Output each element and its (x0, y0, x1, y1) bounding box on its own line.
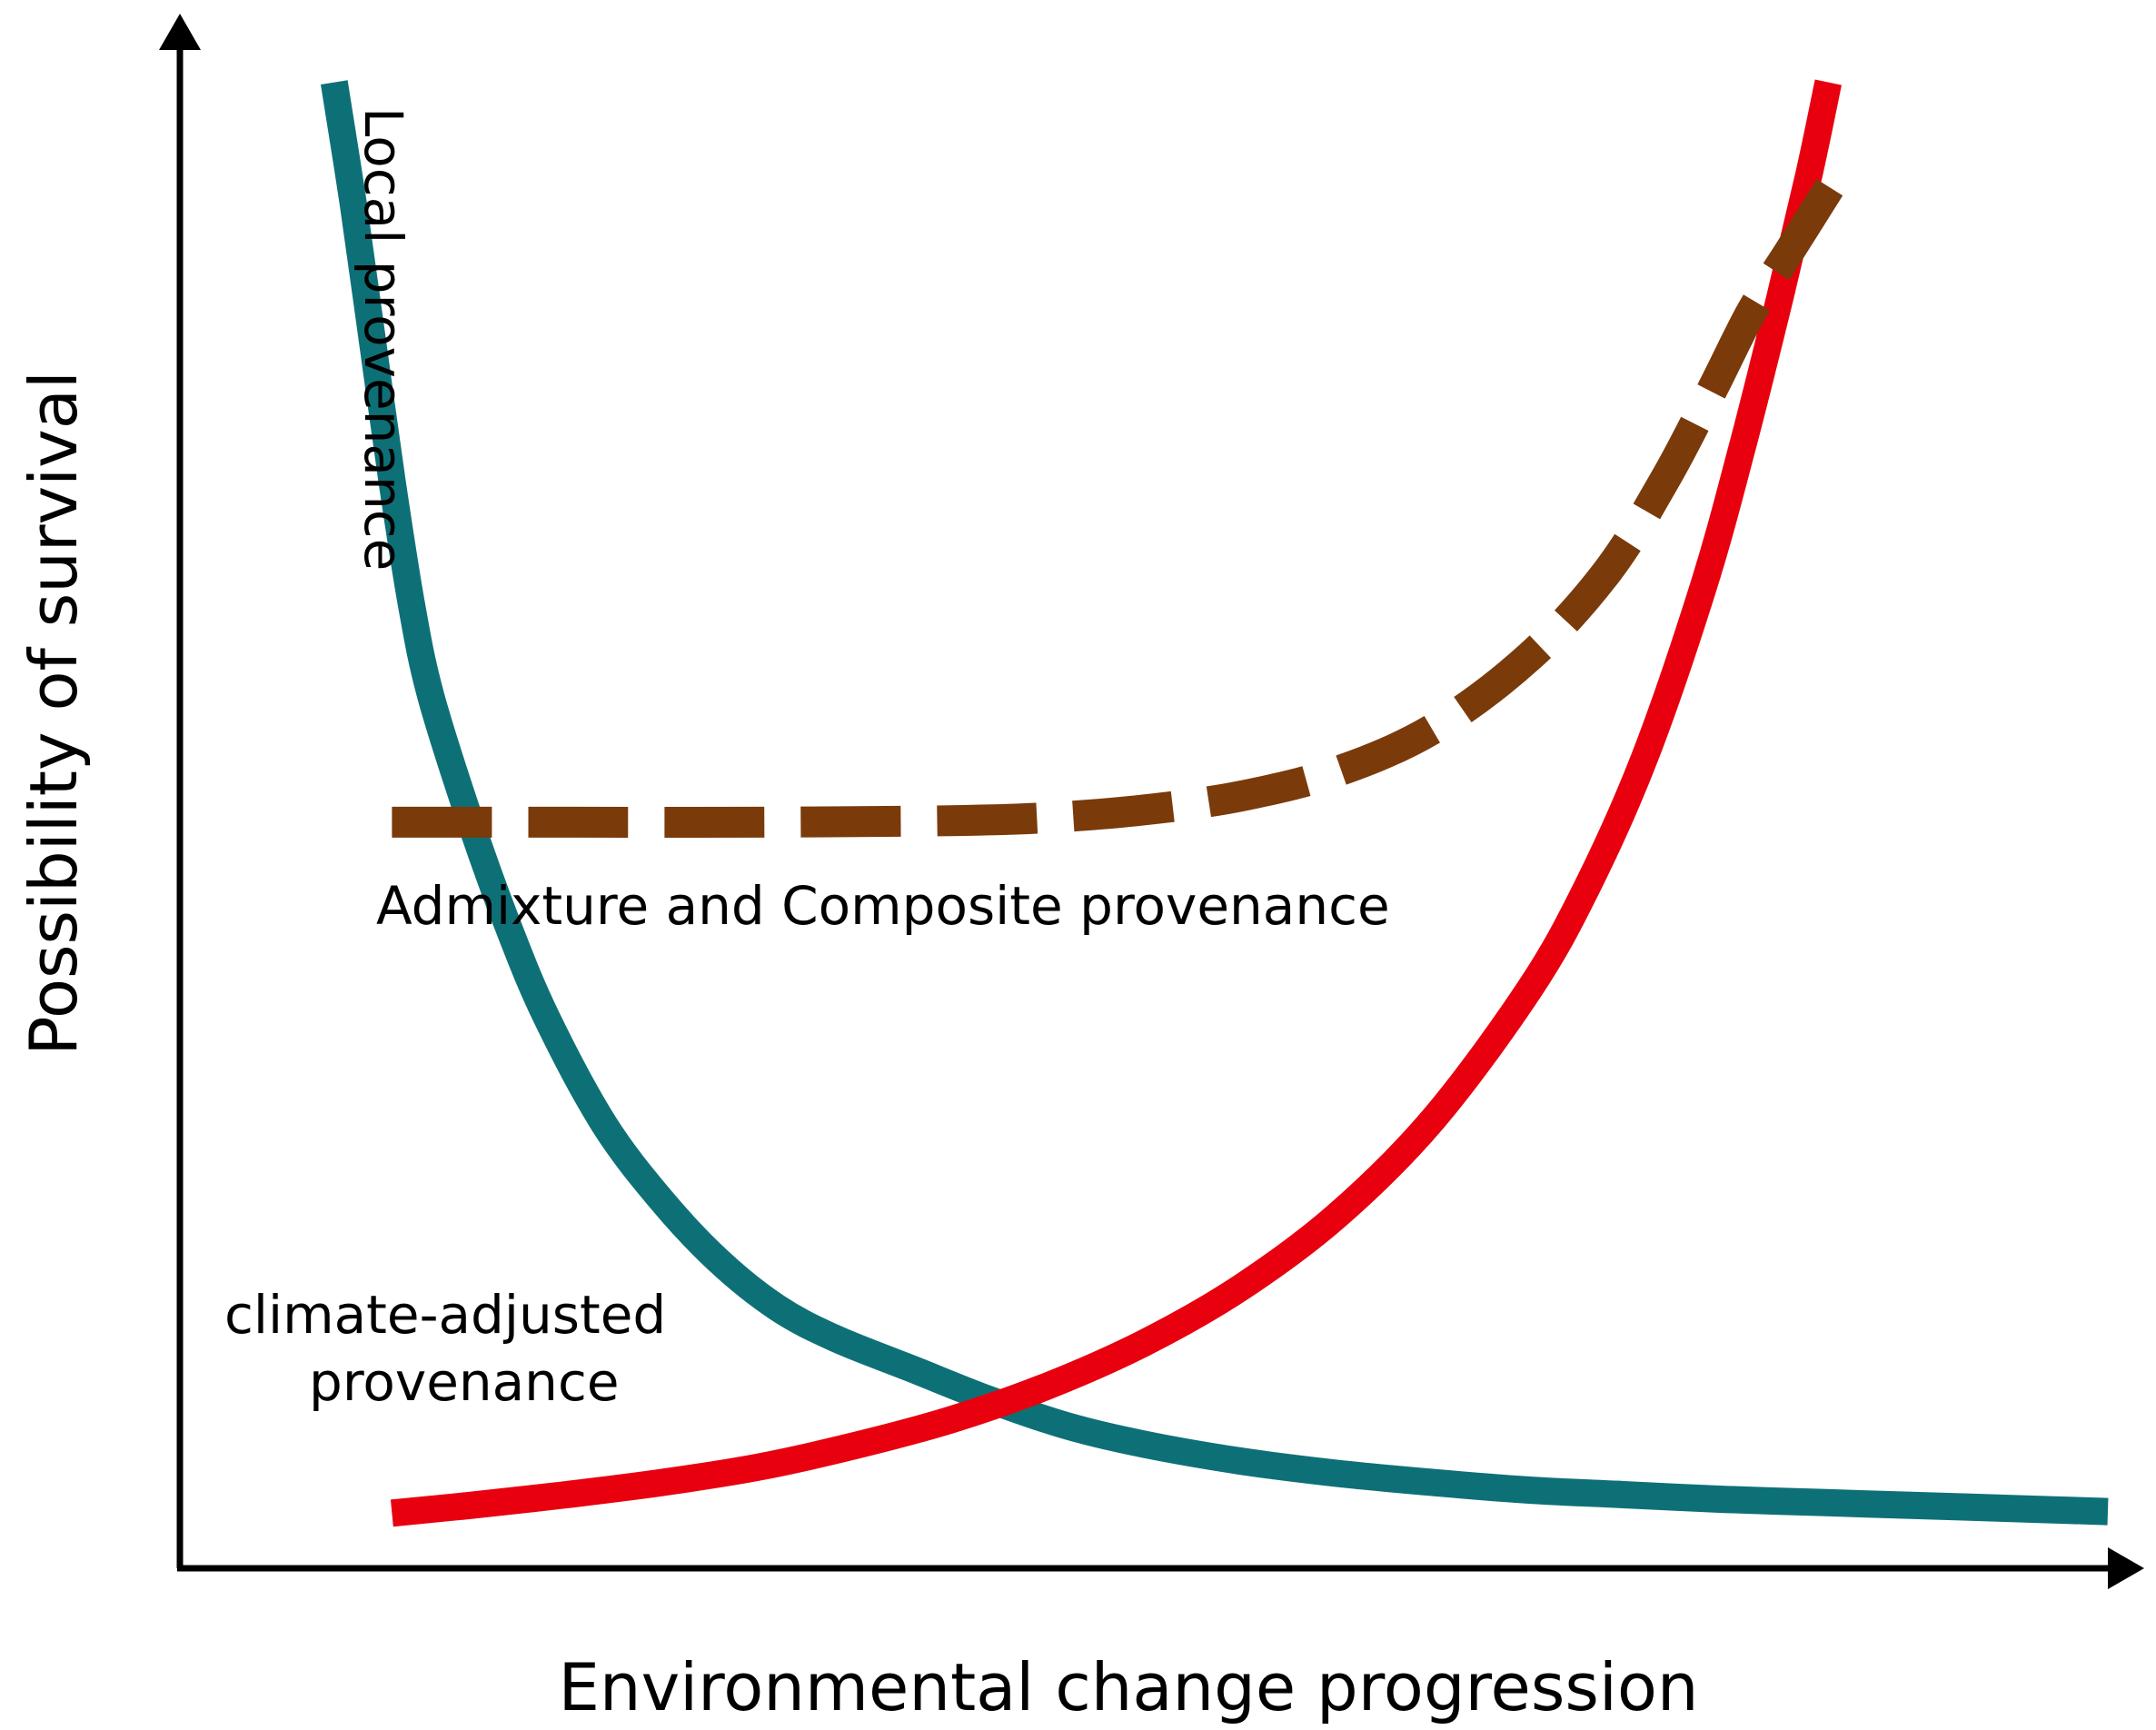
label-local-provenance: Local provenance (353, 107, 414, 571)
y-axis-arrow-icon (159, 14, 201, 50)
series-line-local-provenance (320, 80, 2109, 1526)
axes (159, 14, 2144, 1589)
label-admixture-composite-provenance: Admixture and Composite provenance (376, 875, 1390, 937)
label-climate-adjusted-line-1: climate-adjusted (224, 1284, 666, 1346)
x-axis-arrow-icon (2108, 1547, 2144, 1589)
label-climate-adjusted-line-2: provenance (309, 1351, 620, 1413)
series-line-admixture-composite-provenance (392, 165, 1852, 839)
series-line-climate-adjusted-provenance (390, 79, 1842, 1527)
y-axis-label: Possibility of survival (15, 371, 92, 1056)
series-layer (320, 79, 2109, 1527)
x-axis-label: Environmental change progression (558, 1649, 1698, 1725)
series-labels: Local provenance Admixture and Composite… (224, 107, 1390, 1413)
